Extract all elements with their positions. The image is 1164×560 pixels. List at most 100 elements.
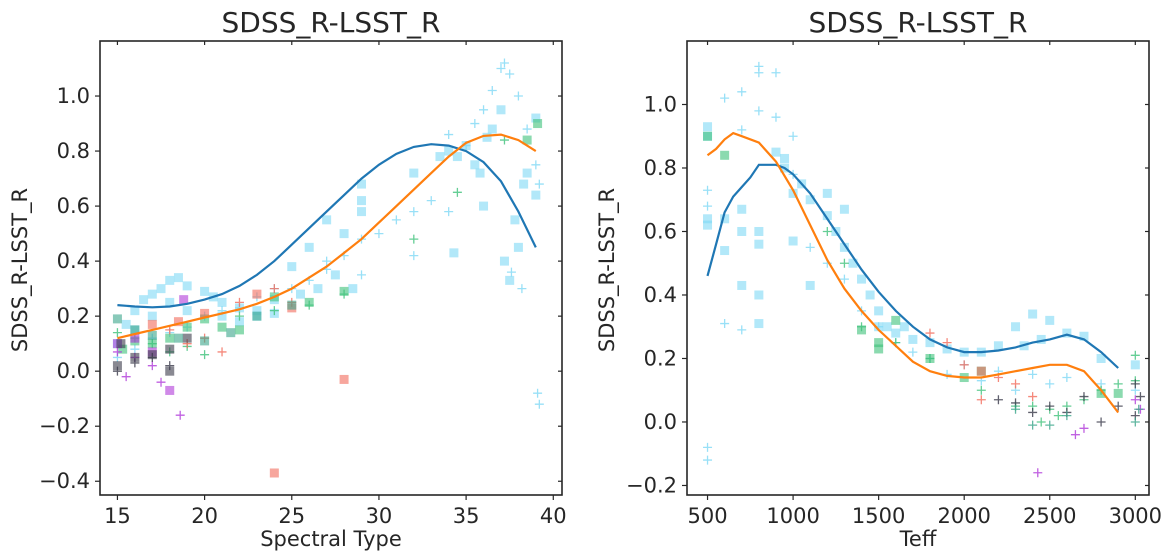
- right-red-plus-point: [942, 338, 952, 348]
- left-x-tick-label: 35: [453, 504, 480, 528]
- right-plot-area: [703, 61, 1145, 478]
- left-green-square-point: [217, 322, 227, 332]
- right-cyan-square-point: [1096, 353, 1106, 363]
- left-cyan-plus-point: [130, 344, 140, 354]
- right-x-tick-label: 3000: [1109, 504, 1162, 528]
- right-cyan-square-point: [874, 306, 884, 316]
- right-cyan-square-point: [1011, 322, 1021, 332]
- left-dark-square-point: [165, 366, 175, 376]
- left-cyan-square-point: [348, 284, 358, 294]
- right-cyan-square-point: [1028, 309, 1038, 319]
- left-purple-square-point: [130, 333, 140, 343]
- left-cyan-square-point: [217, 297, 227, 307]
- right-cyan-square-point: [771, 147, 781, 157]
- left-red-plus-point: [269, 284, 279, 294]
- left-cyan-plus-point: [409, 207, 419, 217]
- right-cyan-plus-point: [839, 274, 849, 284]
- left-y-tick-label: 0.6: [57, 194, 90, 218]
- right-cyan-square-point: [822, 211, 832, 221]
- right-dark-plus-point: [1135, 392, 1145, 402]
- right-cyan-plus-point: [1028, 369, 1038, 379]
- left-cyan-square-point: [339, 229, 349, 239]
- left-cyan-plus-point: [522, 124, 532, 134]
- right-green-plus-point: [857, 322, 867, 332]
- right-x-tick-label: 1000: [766, 504, 819, 528]
- right-teal-plus-point: [1130, 417, 1140, 427]
- right-dark-plus-point: [1028, 407, 1038, 417]
- right-teal-plus-point: [1134, 404, 1144, 414]
- left-cyan-square-point: [470, 160, 480, 170]
- left-dark-square-point: [116, 339, 126, 349]
- right-green-square-point: [703, 131, 713, 141]
- left-dark-square-point: [112, 361, 122, 371]
- right-cyan-plus-point: [771, 68, 781, 78]
- right-cyan-plus-point: [720, 93, 730, 103]
- left-chart-panel: SDSS_R-LSST_R Spectral Type SDSS_R-LSST_…: [8, 6, 567, 551]
- left-x-tick-label: 40: [540, 504, 567, 528]
- left-dark-plus-point: [165, 361, 175, 371]
- left-dark-square-point: [130, 352, 140, 362]
- left-cyan-square-point: [499, 256, 509, 266]
- right-red-plus-point: [1011, 379, 1021, 389]
- left-cyan-square-point: [505, 275, 515, 285]
- left-green-plus-point: [269, 306, 279, 316]
- left-green-square-point: [533, 119, 543, 129]
- left-y-tick-label: −0.2: [39, 414, 90, 438]
- left-red-plus-point: [234, 297, 244, 307]
- left-cyan-square-point: [357, 179, 367, 189]
- right-green-plus-point: [976, 385, 986, 395]
- right-x-tick-label: 1500: [852, 504, 905, 528]
- left-cyan-plus-point: [409, 251, 419, 261]
- left-cyan-plus-point: [374, 229, 384, 239]
- left-green-plus-point: [147, 339, 157, 349]
- right-y-tick-label: 0.4: [644, 283, 677, 307]
- right-cyan-plus-point: [805, 242, 815, 252]
- left-dark-plus-point: [112, 366, 122, 376]
- left-green-plus-point: [499, 135, 509, 145]
- right-plot-frame: [686, 40, 1150, 496]
- right-teal-plus-point: [1062, 411, 1072, 421]
- left-green-square-point: [522, 135, 532, 145]
- right-chart-title: SDSS_R-LSST_R: [808, 6, 1027, 39]
- left-cyan-square-point: [313, 284, 323, 294]
- right-green-square-point: [891, 315, 901, 325]
- left-green-plus-point: [112, 328, 122, 338]
- left-red-square-point: [339, 374, 349, 384]
- right-cyan-plus-point: [771, 112, 781, 122]
- right-y-tick-label: 1.0: [644, 92, 677, 116]
- right-cyan-square-point: [754, 319, 764, 329]
- right-cyan-square-point: [737, 280, 747, 290]
- right-cyan-plus-point: [703, 455, 713, 465]
- left-green-square-point: [182, 322, 192, 332]
- right-cyan-square-point: [882, 322, 892, 332]
- left-green-plus-point: [304, 300, 314, 310]
- left-cyan-plus-point: [505, 69, 515, 79]
- left-teal-square-point: [287, 300, 297, 310]
- left-cyan-plus-point: [444, 207, 454, 217]
- left-cyan-square-point: [165, 275, 175, 285]
- left-chart-title: SDSS_R-LSST_R: [221, 6, 440, 39]
- right-cyan-square-point: [1062, 328, 1072, 338]
- right-blue-line-trend: [706, 163, 1119, 369]
- left-cyan-square-point: [409, 168, 419, 178]
- left-y-tick-label: 0.4: [57, 249, 90, 273]
- left-purple-plus-point: [121, 372, 131, 382]
- left-y-tick-label: 0.0: [57, 359, 90, 383]
- left-purple-plus-point: [175, 410, 185, 420]
- right-cyan-square-point: [865, 290, 875, 300]
- right-dark-plus-point: [1130, 379, 1140, 389]
- left-green-plus-point: [339, 289, 349, 299]
- left-cyan-square-point: [444, 146, 454, 156]
- left-y-tick-label: 0.2: [57, 304, 90, 328]
- right-cyan-plus-point: [737, 125, 747, 135]
- left-cyan-plus-point: [531, 160, 541, 170]
- right-red-square-point: [976, 366, 986, 376]
- right-green-plus-point: [1113, 379, 1123, 389]
- right-cyan-square-point: [1079, 331, 1089, 341]
- right-dark-plus-point: [1113, 401, 1123, 411]
- left-cyan-square-point: [435, 152, 445, 162]
- right-green-square-point: [874, 338, 884, 348]
- left-cyan-square-point: [304, 242, 314, 252]
- left-red-square-point: [173, 317, 183, 327]
- left-cyan-plus-point: [534, 399, 544, 409]
